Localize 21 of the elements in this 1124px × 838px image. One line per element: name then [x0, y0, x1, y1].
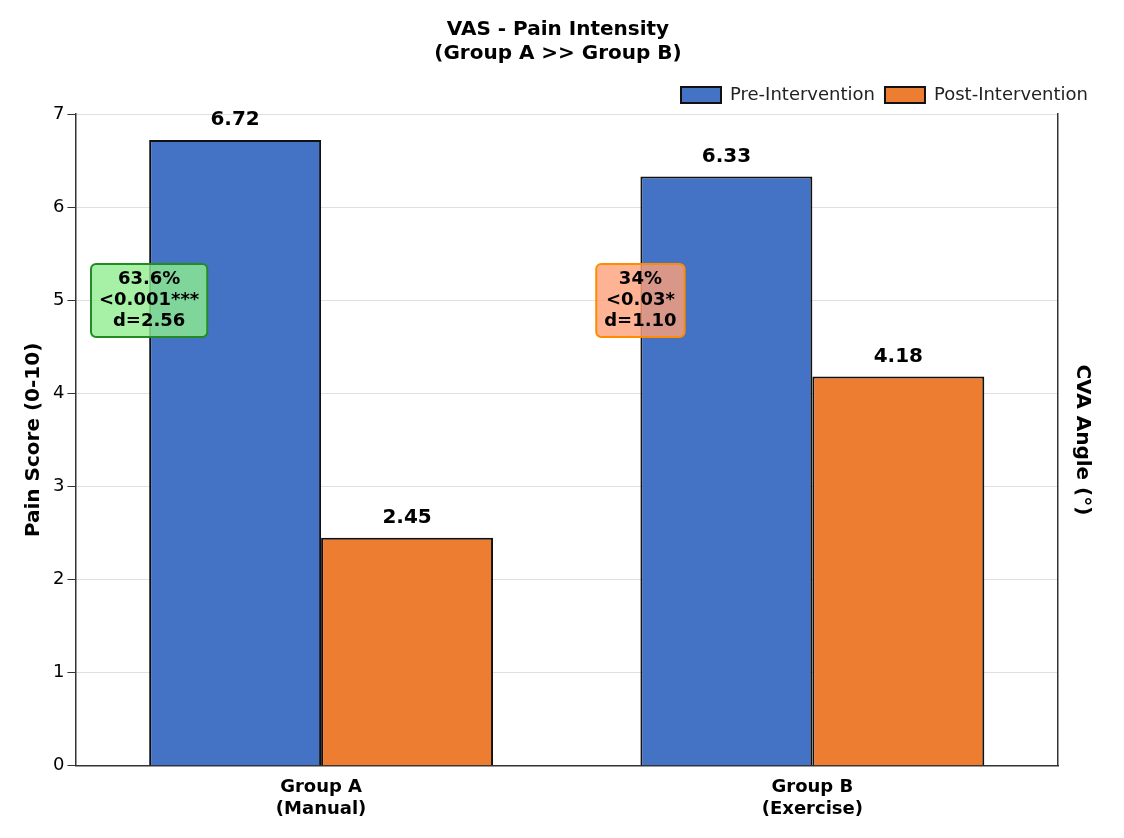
y-tick-label: 0 — [53, 753, 65, 775]
y-axis-title: Pain Score (0-10) — [20, 342, 45, 538]
y2-axis-title: CVA Angle (°) — [1071, 364, 1096, 516]
y-tick-label: 2 — [53, 567, 65, 589]
data-label: 6.72 — [210, 106, 260, 131]
data-label: 4.18 — [873, 342, 924, 367]
data-label: 6.33 — [701, 142, 752, 167]
y-tick-label: 4 — [53, 381, 65, 403]
annotation: 63.6% <0.001*** d=2.56 — [99, 267, 200, 331]
x-tick-label: Group A (Manual) — [275, 775, 367, 818]
y-tick-label: 6 — [53, 194, 65, 216]
y-tick-label: 1 — [53, 660, 65, 682]
y-tick-label: 5 — [53, 287, 65, 309]
data-label: 2.45 — [382, 503, 432, 528]
chart-title: VAS - Pain Intensity (Group A >> Group B) — [434, 16, 682, 65]
legend-label: Pre-Intervention — [730, 82, 875, 104]
x-tick-label: Group B (Exercise) — [761, 775, 863, 818]
y-tick-label: 7 — [53, 101, 65, 123]
legend-label: Post-Intervention — [933, 82, 1089, 104]
annotation: 34% <0.03* d=1.10 — [604, 267, 677, 331]
y-tick-label: 3 — [53, 474, 65, 496]
